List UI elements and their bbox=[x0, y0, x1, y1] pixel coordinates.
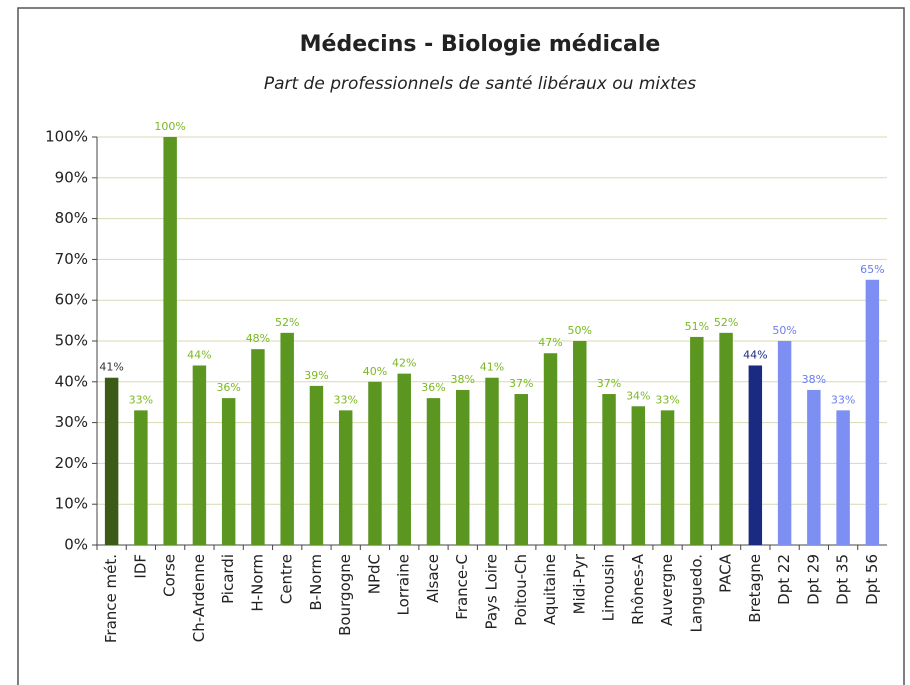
value-label: 52% bbox=[714, 316, 738, 329]
x-tick-label: PACA bbox=[717, 553, 735, 593]
bar bbox=[163, 137, 177, 545]
x-tick-label: Ch-Ardenne bbox=[190, 554, 208, 642]
value-label: 51% bbox=[685, 320, 709, 333]
bar bbox=[660, 410, 675, 545]
value-label: 47% bbox=[538, 336, 562, 349]
x-tick-label: H-Norm bbox=[248, 554, 266, 612]
chart-title: Médecins - Biologie médicale bbox=[300, 32, 661, 57]
x-tick-label: Limousin bbox=[600, 554, 618, 621]
bar bbox=[777, 341, 792, 545]
x-tick-label: Bourgogne bbox=[336, 554, 354, 636]
x-tick-label: Dpt 35 bbox=[834, 554, 852, 605]
value-label: 37% bbox=[509, 377, 533, 390]
x-tick-label: Centre bbox=[278, 554, 296, 604]
bar bbox=[309, 385, 324, 545]
x-tick-label: Poitou-Ch bbox=[512, 554, 530, 626]
value-label: 34% bbox=[626, 389, 650, 402]
x-tick-label: Dpt 29 bbox=[804, 554, 822, 605]
value-label: 39% bbox=[304, 369, 328, 382]
x-tick-label: Rhônes-A bbox=[629, 553, 647, 625]
x-tick-label: France mét. bbox=[102, 554, 120, 643]
value-label: 48% bbox=[246, 332, 270, 345]
value-label: 40% bbox=[363, 365, 387, 378]
value-label: 38% bbox=[451, 373, 475, 386]
x-tick-label: Alsace bbox=[424, 554, 442, 603]
bar bbox=[134, 410, 148, 545]
x-tick-label: Aquitaine bbox=[541, 554, 559, 625]
bar bbox=[485, 377, 499, 545]
y-tick-label: 60% bbox=[55, 291, 88, 309]
value-label: 100% bbox=[154, 120, 185, 133]
bar bbox=[221, 398, 236, 545]
value-label: 52% bbox=[275, 316, 299, 329]
bar bbox=[807, 389, 821, 545]
y-tick-label: 50% bbox=[55, 332, 88, 350]
bar bbox=[748, 365, 763, 545]
value-label: 41% bbox=[480, 361, 504, 374]
x-tick-label: Bretagne bbox=[746, 554, 764, 623]
value-label: 33% bbox=[831, 393, 855, 406]
value-label: 41% bbox=[99, 361, 123, 374]
value-label: 65% bbox=[860, 263, 884, 276]
y-tick-label: 40% bbox=[55, 372, 88, 390]
value-label: 36% bbox=[421, 381, 445, 394]
bar bbox=[192, 365, 207, 545]
x-tick-label: NPdC bbox=[365, 554, 383, 594]
value-label: 42% bbox=[392, 357, 416, 370]
x-tick-label: Languedo. bbox=[687, 554, 705, 633]
value-label: 50% bbox=[568, 324, 592, 337]
bar bbox=[573, 341, 587, 545]
bar bbox=[690, 336, 704, 545]
bar bbox=[543, 353, 558, 545]
chart-subtitle: Part de professionnels de santé libéraux… bbox=[264, 74, 696, 94]
bar bbox=[338, 410, 353, 545]
bar bbox=[368, 381, 382, 545]
x-tick-label: Midi-Pyr bbox=[570, 553, 588, 614]
value-label: 33% bbox=[333, 393, 357, 406]
y-tick-label: 30% bbox=[55, 413, 88, 431]
value-label: 33% bbox=[655, 393, 679, 406]
x-tick-label: Dpt 22 bbox=[775, 554, 793, 605]
value-label: 50% bbox=[772, 324, 796, 337]
bar bbox=[456, 389, 470, 545]
x-tick-label: Dpt 56 bbox=[863, 554, 881, 605]
x-tick-label: Pays Loire bbox=[483, 554, 501, 630]
value-label: 33% bbox=[129, 393, 153, 406]
x-tick-label: Picardi bbox=[219, 554, 237, 604]
bar bbox=[719, 332, 733, 545]
value-label: 44% bbox=[743, 348, 767, 361]
y-tick-label: 90% bbox=[55, 168, 88, 186]
bar bbox=[631, 406, 646, 545]
y-tick-label: 100% bbox=[45, 128, 88, 146]
bar bbox=[251, 349, 265, 545]
x-tick-label: Auvergne bbox=[658, 554, 676, 626]
bar bbox=[280, 332, 294, 545]
bar bbox=[865, 279, 880, 545]
value-label: 37% bbox=[597, 377, 621, 390]
bar bbox=[514, 394, 528, 545]
value-label: 36% bbox=[216, 381, 240, 394]
x-tick-label: B-Norm bbox=[307, 554, 325, 611]
y-tick-label: 80% bbox=[55, 209, 88, 227]
x-tick-label: France-C bbox=[453, 554, 471, 620]
bar bbox=[397, 373, 411, 545]
bar bbox=[602, 394, 616, 545]
bar bbox=[836, 410, 850, 545]
y-tick-label: 0% bbox=[64, 536, 88, 554]
y-tick-label: 10% bbox=[55, 495, 88, 513]
value-label: 44% bbox=[187, 348, 211, 361]
bar bbox=[104, 377, 119, 545]
x-tick-label: IDF bbox=[131, 554, 149, 579]
y-tick-label: 70% bbox=[55, 250, 88, 268]
x-tick-label: Corse bbox=[161, 554, 179, 597]
bar bbox=[426, 398, 441, 545]
value-label: 38% bbox=[802, 373, 826, 386]
x-tick-label: Lorraine bbox=[395, 554, 413, 615]
y-tick-label: 20% bbox=[55, 454, 88, 472]
